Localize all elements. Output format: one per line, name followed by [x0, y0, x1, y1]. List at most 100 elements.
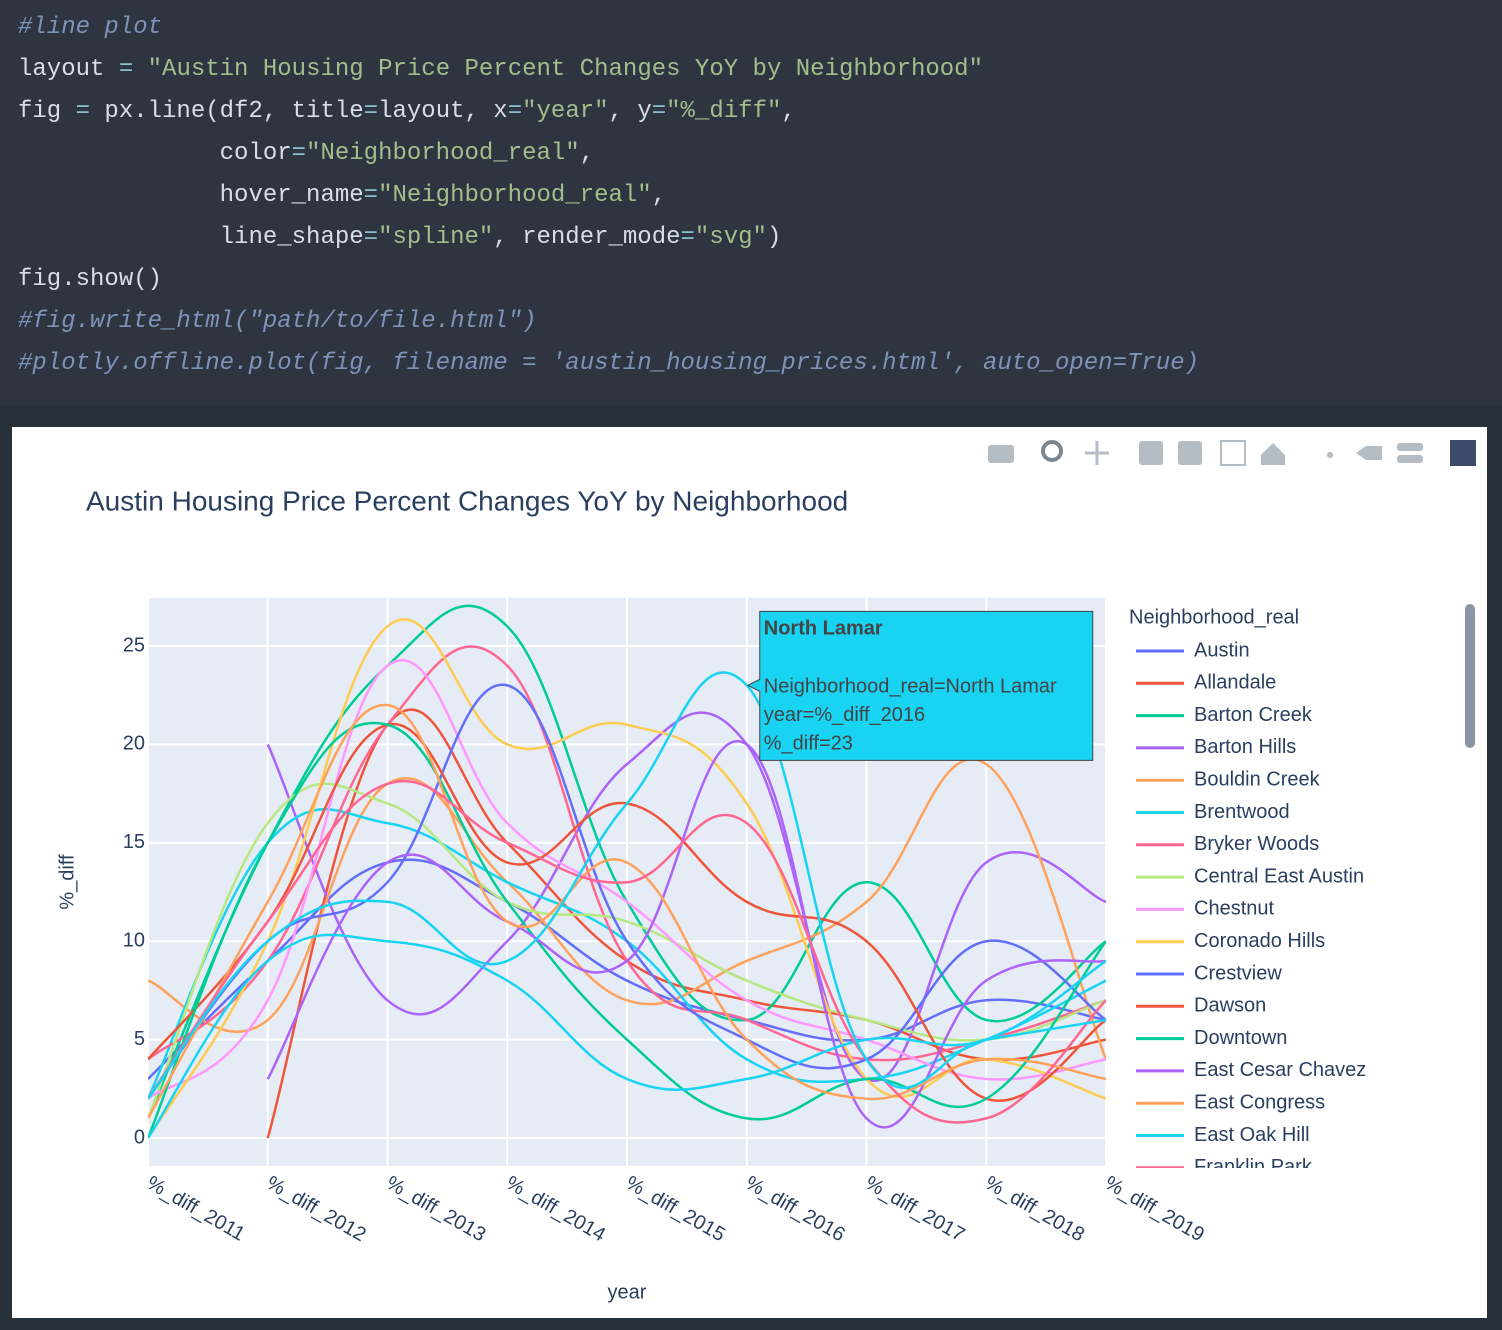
- code-token: =: [681, 224, 695, 251]
- series-line: [148, 779, 1106, 1124]
- code-token: ,: [652, 182, 666, 209]
- grid: [147, 598, 1107, 1166]
- hover-compare-icon[interactable]: [1397, 455, 1423, 463]
- series-line: [148, 758, 1106, 1060]
- code-token: =: [364, 182, 378, 209]
- code-token: px.line(df2, title: [90, 98, 364, 125]
- spike-icon[interactable]: [1327, 452, 1333, 458]
- pan-icon[interactable]: [1085, 441, 1109, 465]
- y-tick-label: 0: [134, 1126, 145, 1148]
- series-line: [148, 782, 1106, 1119]
- series-line: [148, 703, 1106, 1119]
- code-line: fig.show(): [18, 266, 162, 293]
- legend-label: Franklin Park: [1194, 1156, 1313, 1178]
- code-token: =: [292, 140, 306, 167]
- hover-closest-icon[interactable]: [1356, 446, 1382, 460]
- code-comment: #line plot: [18, 14, 162, 41]
- code-token: fig.show(): [18, 266, 162, 293]
- legend-label: Bryker Woods: [1194, 833, 1319, 855]
- code-token: "Neighborhood_real": [378, 182, 652, 209]
- code-token: ): [767, 224, 781, 251]
- y-tick-label: 20: [123, 733, 145, 755]
- legend-label: Crestview: [1194, 962, 1282, 984]
- legend: Austin Allandale Barton Creek Barton Hills B…: [1136, 639, 1366, 1178]
- code-line: fig = px.line(df2, title=layout, x="year…: [18, 98, 796, 125]
- code-line: color="Neighborhood_real",: [18, 140, 594, 167]
- series-line: [148, 618, 1106, 1139]
- series-line: [148, 721, 1106, 1139]
- code-token: "Austin Housing Price Percent Changes Yo…: [148, 56, 983, 83]
- code-token: "spline": [378, 224, 493, 251]
- x-axis-label: year: [608, 1281, 647, 1303]
- code-token: =: [652, 98, 666, 125]
- code-line: hover_name="Neighborhood_real",: [18, 182, 666, 209]
- legend-label: Dawson: [1194, 995, 1266, 1017]
- code-token: =: [76, 98, 90, 125]
- series-line: [266, 711, 1106, 1083]
- y-tick-label: 25: [123, 634, 145, 656]
- code-token: , y: [609, 98, 652, 125]
- code-token: =: [508, 98, 522, 125]
- code-token: [133, 56, 147, 83]
- y-tick-label: 15: [123, 831, 145, 853]
- legend-label: Brentwood: [1194, 801, 1290, 823]
- code-token: =: [364, 224, 378, 251]
- tooltip-line: year=%_diff_2016: [764, 704, 925, 726]
- autoscale-icon[interactable]: [1220, 440, 1246, 466]
- legend-label: East Oak Hill: [1194, 1124, 1310, 1146]
- tooltip-line: %_diff=23: [764, 733, 853, 755]
- code-line: #fig.write_html("path/to/file.html"): [18, 308, 536, 335]
- camera-icon[interactable]: [988, 445, 1014, 463]
- y-tick-label: 5: [134, 1028, 145, 1050]
- tooltip-line: Neighborhood_real=North Lamar: [764, 676, 1057, 698]
- legend-label: Allandale: [1194, 672, 1276, 694]
- code-token: , render_mode: [493, 224, 680, 251]
- legend-label: Coronado Hills: [1194, 930, 1325, 952]
- legend-label: Barton Creek: [1194, 704, 1313, 726]
- series-line: [148, 671, 1106, 1100]
- tooltip-box: [746, 610, 1094, 761]
- legend-label: Downtown: [1194, 1027, 1287, 1049]
- lines: [148, 604, 1106, 1139]
- legend-label: Central East Austin: [1194, 865, 1364, 887]
- zoom-icon[interactable]: [1041, 440, 1063, 462]
- chart-title: Austin Housing Price Percent Changes YoY…: [86, 485, 848, 516]
- series-line: [266, 740, 1106, 1129]
- code-token: =: [119, 56, 133, 83]
- code-block: #line plot layout = "Austin Housing Price…: [18, 14, 1199, 377]
- y-tick-label: 10: [123, 930, 145, 952]
- code-line: line_shape="spline", render_mode="svg"): [18, 224, 781, 251]
- code-token: hover_name: [18, 182, 364, 209]
- modebar: [988, 440, 1476, 466]
- plotly-logo[interactable]: [1450, 440, 1476, 466]
- code-comment: #fig.write_html("path/to/file.html"): [18, 308, 536, 335]
- code-token: "svg": [695, 224, 767, 251]
- code-background: [0, 0, 1502, 405]
- legend-label: East Cesar Chavez: [1194, 1059, 1366, 1081]
- legend-label: East Congress: [1194, 1091, 1325, 1113]
- code-token: "Neighborhood_real": [306, 140, 580, 167]
- series-line: [148, 722, 1106, 1102]
- legend-label: Barton Hills: [1194, 736, 1296, 758]
- zoom-in-icon[interactable]: [1139, 441, 1163, 465]
- code-token: color: [18, 140, 292, 167]
- code-line: #line plot: [18, 14, 162, 41]
- tooltip: North Lamar Neighborhood_real=North Lamar…: [746, 610, 1094, 761]
- code-token: line_shape: [18, 224, 364, 251]
- legend-scrollbar[interactable]: [1465, 604, 1475, 748]
- home-icon[interactable]: [1261, 443, 1285, 465]
- tooltip-title: North Lamar: [764, 618, 883, 640]
- series-line: [148, 604, 1106, 1119]
- code-token: layout, x: [378, 98, 508, 125]
- series-line: [148, 683, 1106, 1100]
- series-line: [148, 858, 1106, 1080]
- code-comment: #plotly.offline.plot(fig, filename = 'au…: [18, 350, 1199, 377]
- hover-compare-icon[interactable]: [1397, 443, 1423, 451]
- zoom-out-icon[interactable]: [1178, 441, 1202, 465]
- legend-label: Bouldin Creek: [1194, 768, 1321, 790]
- code-token: layout: [18, 56, 119, 83]
- code-token: fig: [18, 98, 76, 125]
- code-line: #plotly.offline.plot(fig, filename = 'au…: [18, 350, 1199, 377]
- code-token: ,: [781, 98, 795, 125]
